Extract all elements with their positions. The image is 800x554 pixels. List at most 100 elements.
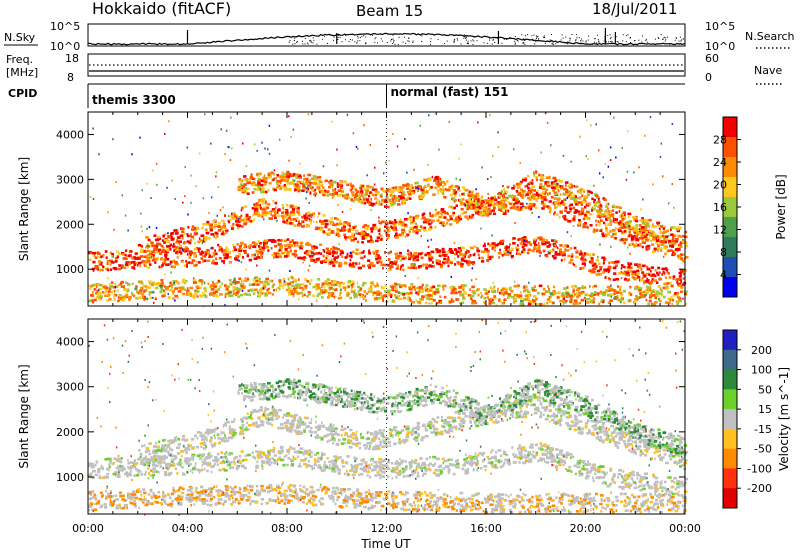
echo-cell [281,171,285,174]
echo-cell [638,228,641,231]
echo-cell [614,226,617,230]
echo-cell [114,283,116,286]
echo-cell [460,293,465,297]
noise-search-dot [296,36,298,38]
echo-cell [189,293,193,296]
echo-cell [404,201,406,205]
echo-cell [290,181,294,184]
echo-cell [322,230,326,233]
echo-cell [370,230,374,233]
noise-search-dot [321,38,323,40]
echo-cell [334,256,339,259]
echo-cell [264,294,266,297]
echo-cell [249,293,252,297]
echo-cell [277,286,280,290]
echo-cell [302,186,306,189]
echo-cell [248,293,251,296]
echo-cell [392,186,395,190]
echo-cell [612,232,614,235]
echo-cell [623,270,628,274]
noise-search-dot [603,40,605,42]
echo-cell [367,264,369,267]
echo-cell [650,269,652,273]
echo-cell [317,215,319,219]
echo-cell [318,175,322,179]
echo-cell [487,178,489,180]
noise-search-dot [306,42,308,44]
echo-cell [378,227,381,231]
echo-cell [558,204,562,207]
echo-cell [668,276,672,279]
echo-cell [349,182,352,186]
echo-cell [346,294,350,297]
echo-cell [608,277,612,281]
echo-cell [363,224,367,227]
echo-cell [664,237,668,240]
echo-cell [468,202,471,206]
echo-cell [439,260,441,263]
echo-cell [654,296,657,300]
echo-cell [209,255,214,259]
echo-cell [486,296,490,299]
echo-cell [276,173,280,177]
echo-cell [306,295,309,298]
echo-cell [166,186,168,189]
echo-cell [205,223,209,226]
echo-cell [556,253,561,256]
echo-cell [338,293,341,297]
echo-cell [308,293,311,296]
echo-cell [310,215,313,219]
echo-cell [602,271,605,274]
echo-cell [434,186,437,190]
echo-cell [662,286,666,290]
echo-cell [184,246,189,249]
echo-cell [577,222,581,226]
echo-cell [307,269,310,272]
echo-cell [302,288,305,291]
echo-cell [402,191,405,194]
echo-cell [336,230,340,234]
noise-search-dot [348,41,350,43]
echo-cell [567,293,570,297]
echo-cell [344,256,348,259]
echo-cell [641,226,645,229]
echo-cell [403,218,408,221]
echo-cell [539,251,542,255]
echo-cell [239,183,243,186]
echo-cell [546,241,550,244]
echo-cell [414,266,418,270]
echo-cell [279,181,282,184]
echo-cell [494,198,498,202]
echo-cell [369,235,372,238]
echo-cell [567,184,571,188]
echo-cell [463,284,467,288]
echo-cell [468,190,471,194]
echo-cell [338,282,341,285]
echo-cell [164,255,168,259]
echo-cell [651,294,656,297]
noise-search-dot [679,42,681,44]
echo-cell [143,264,145,267]
echo-cell [333,279,337,283]
echo-cell [266,288,269,292]
echo-cell [93,254,96,258]
echo-cell [526,251,530,255]
noise-search-dot [515,42,516,44]
echo-cell [181,248,184,251]
echo-cell [571,218,574,221]
echo-cell [303,284,306,288]
echo-cell [627,246,629,249]
echo-cell [406,182,410,186]
echo-cell [261,197,266,201]
echo-cell [459,178,461,181]
echo-cell [665,285,669,288]
echo-cell [250,220,253,223]
echo-cell [163,292,166,295]
echo-cell [535,178,538,182]
noise-search-dot [466,42,468,44]
echo-cell [256,209,259,212]
echo-cell [600,219,602,222]
echo-cell [141,296,145,299]
echo-cell [593,202,597,205]
echo-cell [640,227,644,231]
